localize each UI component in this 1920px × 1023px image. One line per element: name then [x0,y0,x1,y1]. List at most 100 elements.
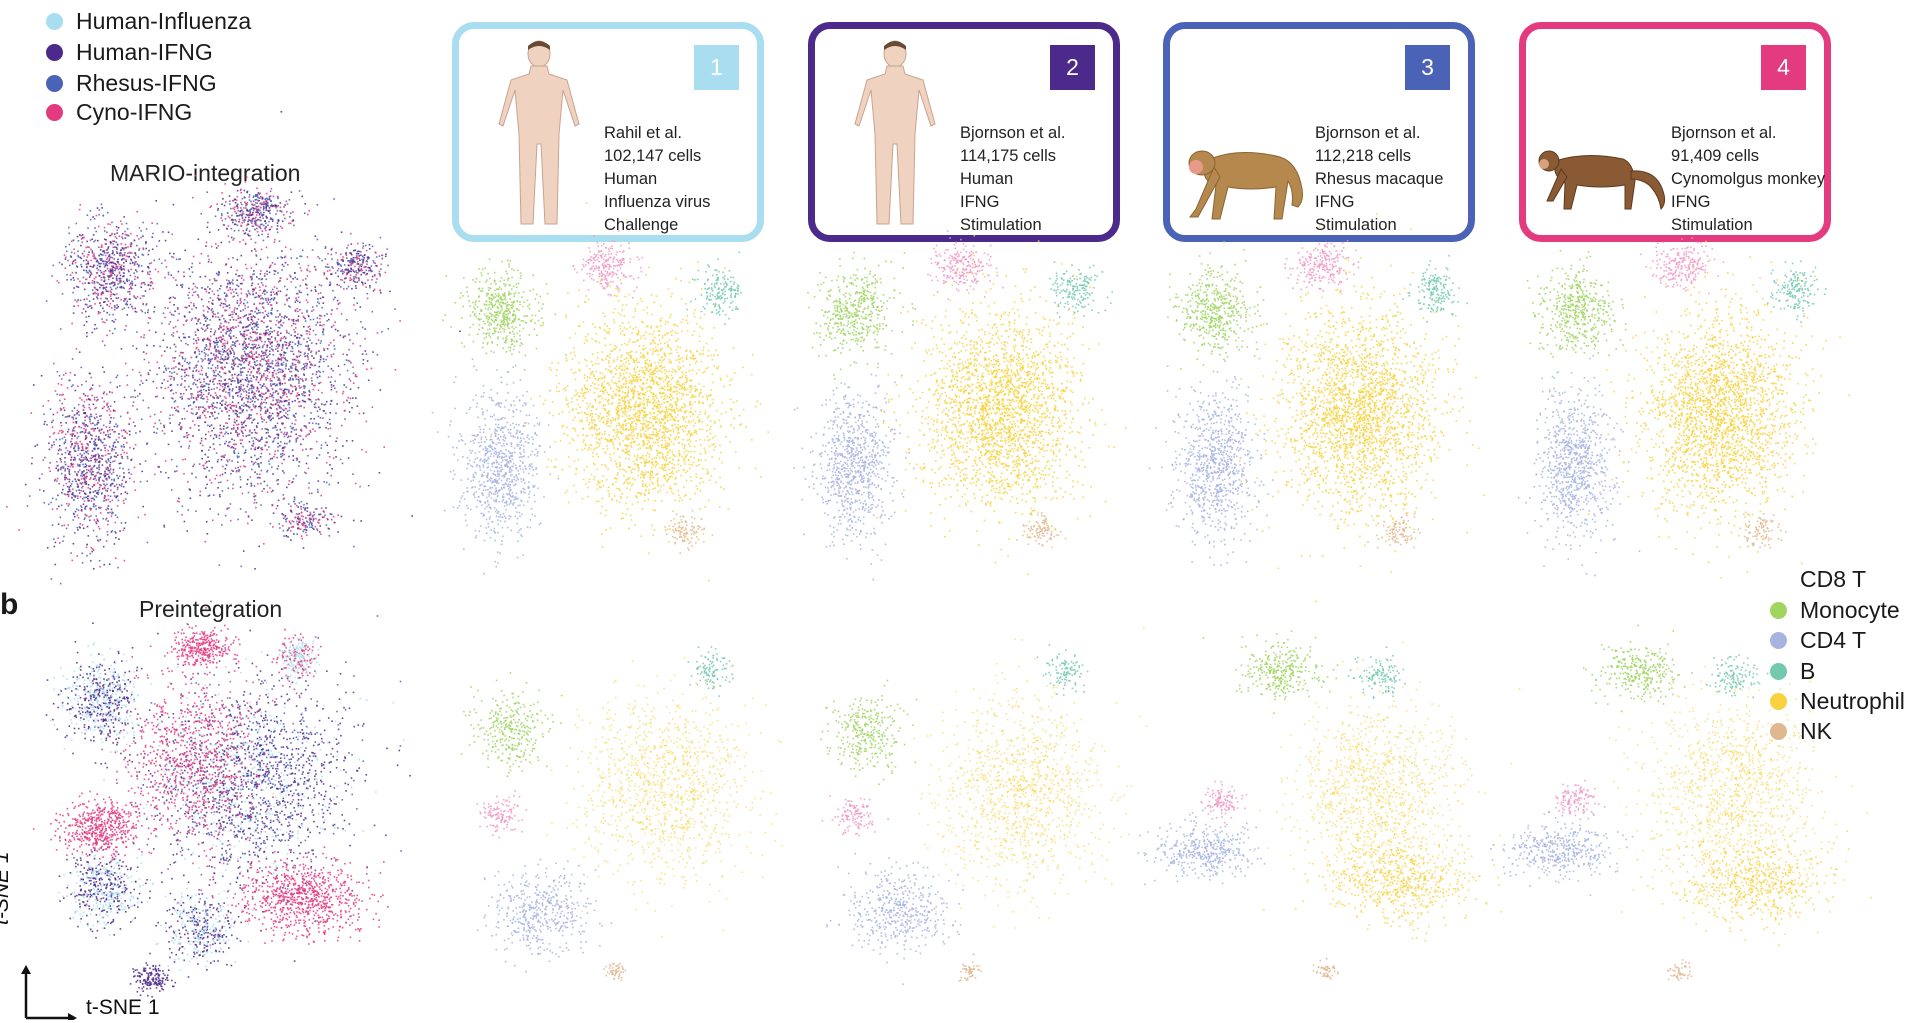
preintegration-tsne-dataset-1 [460,646,783,982]
legend-swatch [46,13,63,30]
preintegration-combined-cluster [200,846,389,946]
legend-label: CD4 T [1800,627,1866,654]
plot-int-1-cluster [442,258,567,371]
legend-swatch [46,44,63,61]
plot-pre-4-cluster [1666,959,1693,981]
preintegration-tsne-dataset-3 [1137,630,1521,980]
legend-item: Rhesus-IFNG [46,70,217,97]
plot-int-2-cluster [1049,261,1113,318]
dataset-description: Bjornson et al. 114,175 cells Human IFNG… [960,122,1065,237]
dataset-cell-count: 91,409 cells [1671,145,1825,168]
plot-pre-1-cluster [687,646,734,697]
dataset-stimulus: IFNG [1315,191,1443,214]
dataset-card-4: 4 Bjornson et al. 91,409 cells Cynomolgu… [1519,22,1831,242]
plot-int-2-cluster [807,251,916,389]
plot-pre-4-cluster [1582,624,1693,713]
legend-item: NK [1770,718,1832,745]
dataset-description: Bjornson et al. 112,218 cells Rhesus mac… [1315,122,1443,237]
legend-item: Human-Influenza [46,8,251,35]
cynomolgus-monkey-icon [1538,150,1666,211]
dataset-card-2: 2 Bjornson et al. 114,175 cells Human IF… [808,22,1120,242]
preintegration-title: Preintegration [139,596,282,623]
legend-label: Human-Influenza [76,8,251,35]
preintegration-tsne-dataset-2 [820,627,1148,985]
legend-label: CD8 T [1800,566,1866,593]
plot-pre-3-cluster [1137,809,1266,886]
plot-int-3-cluster [1367,510,1421,549]
integration-combined-cluster [309,236,389,299]
dataset-source: Rahil et al. [604,122,710,145]
plot-pre-2-cluster [958,961,982,982]
dataset-source: Bjornson et al. [1315,122,1443,145]
legend-swatch [1770,602,1787,619]
legend-label: B [1800,658,1815,685]
plot-pre-2-cluster [1036,644,1089,696]
plot-int-4-cluster [1739,513,1787,549]
plot-int-1-cluster [664,509,714,554]
dataset-condition: Stimulation [1671,214,1825,237]
plot-int-3-cluster [1402,254,1468,323]
rhesus-macaque-icon [1188,150,1303,220]
plot-pre-3-cluster [1312,957,1339,980]
dataset-stimulus: IFNG [1671,191,1825,214]
preintegration-combined-cluster [84,607,295,904]
legend-item: Monocyte [1770,597,1900,624]
plot-int-3-cluster [1239,213,1485,603]
plot-int-1-cluster [490,202,770,582]
plot-pre-1-cluster [530,656,783,938]
legend-item: Human-IFNG [46,39,213,66]
preintegration-combined-cluster [129,962,175,998]
dataset-organism: Rhesus macaque [1315,168,1443,191]
plot-pre-2-cluster [820,679,918,803]
plot-int-4-cluster [1578,240,1850,579]
plot-int-1-cluster [572,230,643,299]
legend-swatch [1770,693,1787,710]
dataset-cell-count: 102,147 cells [604,145,710,168]
panel-letter-b: b [0,588,18,622]
plot-pre-3-cluster [1200,780,1248,826]
axis-arrows-icon [21,965,77,1020]
dataset-cell-count: 112,218 cells [1315,145,1443,168]
human-figure-icon [854,40,936,225]
plot-int-2-cluster [1016,510,1062,547]
legend-swatch [1770,723,1787,740]
plot-pre-4-cluster [1706,654,1769,699]
plot-int-2-cluster [876,234,1127,576]
plot-pre-1-cluster [476,858,613,973]
plot-pre-4-cluster [1608,649,1869,935]
preintegration-combined-cluster [255,628,322,697]
human-figure-icon [498,40,580,225]
plot-pre-4-cluster [1547,779,1606,820]
plot-int-2-cluster [927,230,1004,300]
plot-int-1-cluster [686,251,742,325]
legend-swatch [1770,663,1787,680]
preintegration-combined-cluster [57,832,154,939]
integration-combined-cluster [51,200,195,347]
legend-swatch [1770,571,1787,588]
dataset-number-badge: 4 [1761,45,1806,90]
plot-int-3-cluster [1284,240,1360,292]
preintegration-combined-cluster [45,622,153,769]
plot-pre-2-cluster [821,795,889,837]
legend-label: Neutrophil [1800,688,1905,715]
dataset-stimulus: IFNG [960,191,1065,214]
plot-pre-1-cluster [603,962,627,982]
plot-pre-1-cluster [476,790,528,839]
legend-label: Monocyte [1800,597,1900,624]
plot-pre-1-cluster [460,672,563,778]
dataset-number-badge: 1 [694,45,739,90]
dataset-organism: Cynomolgus monkey [1671,168,1825,191]
preintegration-combined-cluster [94,600,411,962]
plot-pre-3-cluster [1263,817,1502,942]
dataset-source: Bjornson et al. [1671,122,1825,145]
legend-item: Neutrophil [1770,688,1905,715]
legend-swatch [46,104,63,121]
integration-tsne-dataset-3 [1148,213,1485,603]
plot-pre-3-cluster [1347,646,1406,699]
plot-pre-2-cluster [826,852,975,985]
integration-title: MARIO-integration [110,160,300,187]
legend-swatch [46,75,63,92]
plot-pre-3-cluster [1252,641,1521,927]
plot-int-4-cluster [1517,357,1641,577]
integration-tsne-dataset-1 [431,202,770,582]
